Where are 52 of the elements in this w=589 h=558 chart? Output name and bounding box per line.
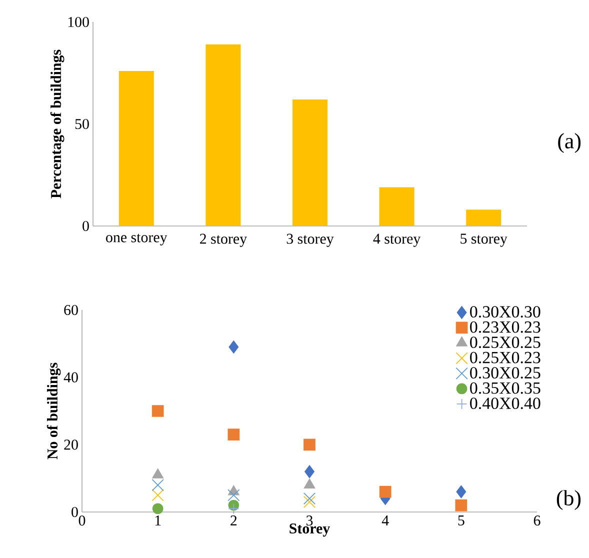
- y-tick-label: 0: [72, 506, 78, 518]
- y-axis-title: No of buildings: [46, 362, 61, 460]
- point: [152, 503, 164, 514]
- x-tick-label: 3 storey: [286, 234, 334, 247]
- point: [152, 478, 164, 492]
- x-tick-label: one storey: [106, 234, 168, 246]
- legend-label: 0.30X0.30: [470, 306, 540, 318]
- y-tick-label: 50: [75, 118, 89, 130]
- y-tick-label: 100: [68, 16, 89, 28]
- x-tick-label: 4 storey: [373, 234, 421, 247]
- point: [228, 428, 240, 440]
- x-tick-label: 1: [155, 516, 161, 526]
- point: [303, 496, 316, 508]
- legend-label: 0.30X0.25: [470, 367, 540, 379]
- legend-label: 0.35X0.35: [470, 382, 540, 394]
- legend-label: 0.25X0.25: [470, 336, 540, 348]
- bar: [292, 100, 328, 226]
- y-axis-title: Percentage of buildings: [50, 50, 64, 198]
- y-tick-label: 60: [64, 304, 78, 316]
- x-tick-label: 6: [534, 516, 540, 526]
- point: [152, 405, 164, 417]
- x-axis-title: Storey: [290, 523, 330, 537]
- point: [304, 465, 314, 478]
- x-tick-label: 5: [458, 516, 464, 526]
- bar: [466, 210, 502, 226]
- y-tick-label: 40: [64, 372, 78, 382]
- point: [304, 478, 316, 489]
- x-tick-label: 4: [382, 516, 389, 526]
- x-tick-label: 3: [306, 516, 313, 526]
- point: [379, 486, 392, 498]
- point: [228, 503, 240, 514]
- text: (a): [558, 133, 581, 153]
- x-tick-label: 2 storey: [200, 234, 247, 247]
- point: [455, 499, 468, 512]
- point: [152, 489, 164, 502]
- x-tick-label: 2: [230, 516, 237, 526]
- y-tick-label: 20: [64, 440, 78, 450]
- point: [152, 468, 164, 478]
- point: [456, 485, 466, 498]
- point: [303, 492, 316, 505]
- legend-label: 0.25X0.23: [470, 352, 540, 364]
- text: (b): [556, 490, 581, 510]
- y-tick-label: 0: [82, 220, 89, 232]
- point: [304, 438, 316, 451]
- legend-label: 0.40X0.40: [470, 398, 540, 410]
- legend-label: 0.23X0.23: [470, 321, 540, 333]
- point: [228, 489, 240, 502]
- bar: [379, 187, 414, 226]
- x-tick-label: 5 storey: [460, 234, 508, 247]
- bar: [206, 44, 241, 226]
- bar: [118, 70, 154, 226]
- point: [228, 340, 239, 354]
